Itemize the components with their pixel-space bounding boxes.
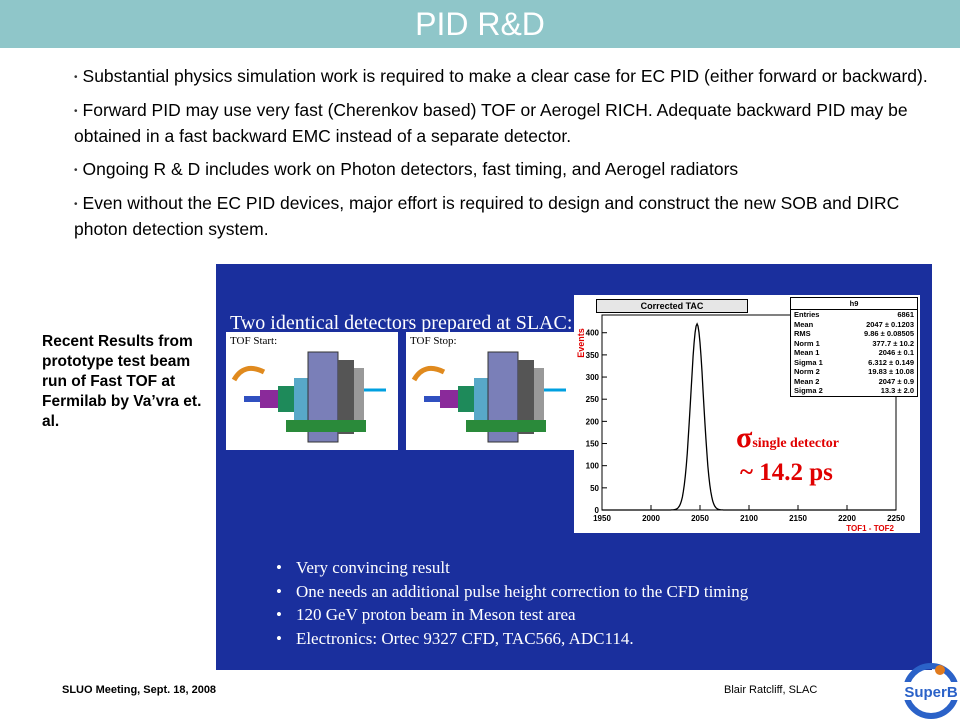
result-text: Electronics: Ortec 9327 CFD, TAC566, ADC…	[295, 628, 634, 648]
result-item: • Very convincing result	[276, 556, 748, 580]
stat-row: Norm 2 19.83 ± 10.08	[791, 367, 917, 377]
sigma-subscript: single detector	[752, 436, 840, 451]
superb-logo-icon: SuperB	[902, 663, 960, 719]
stat-row: Mean 2 2047 ± 0.9	[791, 377, 917, 387]
stat-label: Mean	[794, 319, 814, 329]
tac-histogram: 1950 2000 2050 2100 2150 2200 2250 0 50 100 150 200…	[574, 295, 920, 533]
y-tick-label: 250	[586, 395, 600, 404]
stat-value: 2047 ± 0.9	[878, 376, 914, 386]
stat-row: Norm 1 377.7 ± 10.2	[791, 339, 917, 349]
stat-value: 377.7 ± 10.2	[872, 338, 914, 348]
title-bar	[0, 0, 960, 48]
stat-label: Entries	[794, 310, 820, 319]
bullet-dot-icon: •	[276, 558, 282, 577]
stat-row: Mean 1 2046 ± 0.1	[791, 348, 917, 358]
bullet-dot-icon: •	[74, 198, 78, 210]
tof-stop-diagram: TOF Stop:	[406, 332, 578, 450]
y-tick-label: 300	[586, 373, 600, 382]
result-text: Very convincing result	[295, 558, 450, 577]
footer-author: Blair Ratcliff, SLAC	[724, 684, 818, 696]
stat-label: Mean 1	[794, 348, 820, 357]
bullet-text: Substantial physics simulation work is r…	[82, 66, 928, 86]
x-tick-label: 2100	[740, 514, 758, 523]
stat-row: Sigma 2 13.3 ± 2.0	[791, 386, 917, 396]
stat-label: RMS	[794, 329, 811, 338]
stat-value: 19.83 ± 10.08	[868, 367, 914, 376]
bullet-text: Forward PID may use very fast (Cherenkov…	[74, 99, 908, 146]
bullet-item: • Forward PID may use very fast (Cherenko…	[74, 98, 936, 149]
sigma-value: ~ 14.2 ps	[740, 459, 833, 486]
stat-label: Norm 1	[794, 338, 820, 348]
y-axis-label: Events	[576, 328, 586, 358]
panel-heading: Two identical detectors prepared at SLAC…	[230, 312, 573, 334]
x-tick-label: 2250	[887, 514, 905, 523]
stat-value: 2046 ± 0.1	[878, 348, 914, 357]
result-item: • One needs an additional pulse height co…	[276, 580, 748, 604]
bullet-dot-icon: •	[74, 71, 78, 83]
stat-row: Sigma 1 6.312 ± 0.149	[791, 358, 917, 368]
x-tick-label: 1950	[593, 514, 611, 523]
stat-value: 9.86 ± 0.08505	[864, 329, 914, 338]
stat-label: Mean 2	[794, 376, 820, 386]
y-tick-label: 150	[586, 440, 600, 449]
y-tick-label: 100	[586, 462, 600, 471]
x-axis-label: TOF1 - TOF2	[846, 524, 894, 533]
stats-box: h9 Entries 6861 Mean 2047 ± 0.1203 RMS 9.86…	[790, 297, 918, 397]
bullet-dot-icon: •	[74, 164, 78, 176]
bullet-text: Ongoing R & D includes work on Photon de…	[82, 158, 739, 179]
bullet-item: • Substantial physics simulation work is …	[74, 64, 936, 90]
sigma-annotation: σsingle detector	[736, 421, 839, 455]
stat-row: Mean 2047 ± 0.1203	[791, 320, 917, 330]
y-tick-label: 200	[586, 417, 600, 426]
results-panel: Two identical detectors prepared at SLAC…	[216, 264, 932, 670]
stat-row: RMS 9.86 ± 0.08505	[791, 329, 917, 339]
stats-name: h9	[791, 298, 917, 310]
x-tick-label: 2000	[642, 514, 660, 523]
stat-label: Sigma 1	[794, 357, 823, 367]
tof-start-diagram: TOF Start:	[226, 332, 398, 450]
detector-drawing	[231, 351, 386, 443]
logo-text: SuperB	[904, 684, 958, 701]
footer-meeting: SLUO Meeting, Sept. 18, 2008	[62, 684, 217, 696]
bullet-text: Even without the EC PID devices, major e…	[74, 192, 900, 239]
bullet-dot-icon: •	[74, 105, 78, 117]
stat-value: 6861	[897, 310, 914, 319]
result-item: • Electronics: Ortec 9327 CFD, TAC566, AD…	[276, 627, 748, 651]
stat-label: Norm 2	[794, 367, 820, 376]
figure-caption: Recent Results from prototype test beam …	[42, 333, 202, 430]
x-tick-label: 2150	[789, 514, 807, 523]
stat-row: Entries 6861	[791, 310, 917, 320]
y-tick-label: 400	[586, 329, 600, 338]
result-text: 120 GeV proton beam in Meson test area	[295, 605, 576, 624]
result-text: One needs an additional pulse height cor…	[295, 581, 749, 601]
stat-value: 6.312 ± 0.149	[868, 357, 914, 367]
bullet-dot-icon: •	[276, 628, 282, 648]
sigma-symbol: σ	[736, 421, 753, 454]
results-list: • Very convincing result • One needs an ad…	[276, 556, 748, 650]
y-tick-label: 0	[595, 506, 600, 515]
tof-start-label: TOF Start:	[230, 335, 278, 347]
stat-value: 13.3 ± 2.0	[880, 386, 914, 395]
bullet-list: • Substantial physics simulation work is …	[74, 64, 936, 250]
y-tick-label: 50	[590, 484, 599, 493]
tof-stop-label: TOF Stop:	[410, 335, 457, 347]
bullet-item: • Ongoing R & D includes work on Photon d…	[74, 157, 936, 183]
chart-title: Corrected TAC	[596, 299, 748, 313]
histogram-chart: 1950 2000 2050 2100 2150 2200 2250 0 50 100 150 200…	[576, 314, 905, 533]
x-tick-label: 2200	[838, 514, 856, 523]
stat-label: Sigma 2	[794, 386, 823, 395]
slide-title: PID R&D	[415, 6, 545, 42]
histogram-curve	[602, 322, 896, 511]
x-tick-label: 2050	[691, 514, 709, 523]
bullet-dot-icon: •	[276, 605, 282, 624]
result-item: • 120 GeV proton beam in Meson test area	[276, 603, 748, 627]
detector-drawing	[411, 351, 566, 443]
bullet-dot-icon: •	[276, 581, 282, 601]
bullet-item: • Even without the EC PID devices, major …	[74, 191, 936, 242]
stat-value: 2047 ± 0.1203	[866, 319, 914, 329]
y-tick-label: 350	[586, 351, 600, 360]
